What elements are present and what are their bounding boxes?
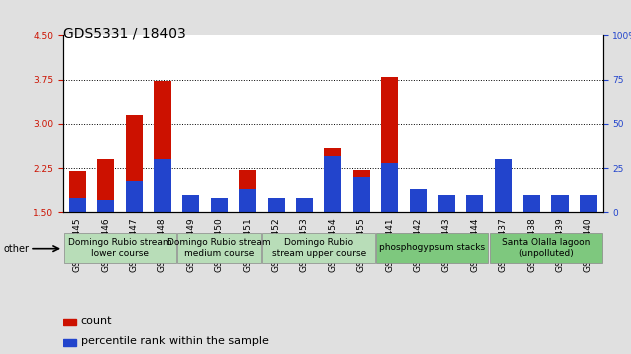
Bar [324,156,341,212]
Bar [551,202,569,212]
Text: Domingo Rubio stream
lower course: Domingo Rubio stream lower course [68,238,172,257]
Bar [211,198,228,212]
FancyBboxPatch shape [490,233,602,263]
Bar [239,170,256,212]
Bar [381,77,398,212]
Bar [438,195,455,212]
Bar [438,202,455,212]
Bar [523,195,540,212]
Bar [239,189,256,212]
Bar [97,200,114,212]
Bar [495,159,512,212]
Bar [211,205,228,212]
Bar [324,148,341,212]
Bar [69,171,86,212]
Bar [523,202,540,212]
Text: count: count [81,315,112,326]
Text: Domingo Rubio stream
medium course: Domingo Rubio stream medium course [167,238,271,257]
Bar [69,198,86,212]
Bar [154,81,171,212]
Bar [97,159,114,212]
Bar [410,199,427,212]
Text: phosphogypsum stacks: phosphogypsum stacks [379,243,485,252]
Text: Domingo Rubio
stream upper course: Domingo Rubio stream upper course [271,238,366,257]
Bar [296,198,313,212]
Bar [182,195,199,212]
Bar [495,202,512,212]
Bar [154,159,171,212]
Text: GDS5331 / 18403: GDS5331 / 18403 [63,27,186,41]
Bar [353,177,370,212]
FancyBboxPatch shape [262,233,375,263]
Text: other: other [3,244,29,253]
Bar [410,189,427,212]
Bar [182,204,199,212]
Bar [268,198,285,212]
Bar [580,195,597,212]
FancyBboxPatch shape [376,233,488,263]
Text: percentile rank within the sample: percentile rank within the sample [81,336,269,346]
Text: Santa Olalla lagoon
(unpolluted): Santa Olalla lagoon (unpolluted) [502,238,590,257]
FancyBboxPatch shape [64,233,176,263]
Bar [466,195,483,212]
Bar [466,199,483,212]
Bar [353,170,370,212]
Bar [63,319,76,325]
Bar [63,339,76,346]
FancyBboxPatch shape [177,233,261,263]
Bar [296,205,313,212]
Bar [381,163,398,212]
Bar [580,202,597,212]
Bar [551,195,569,212]
Bar [268,198,285,212]
Bar [126,181,143,212]
Bar [126,115,143,212]
